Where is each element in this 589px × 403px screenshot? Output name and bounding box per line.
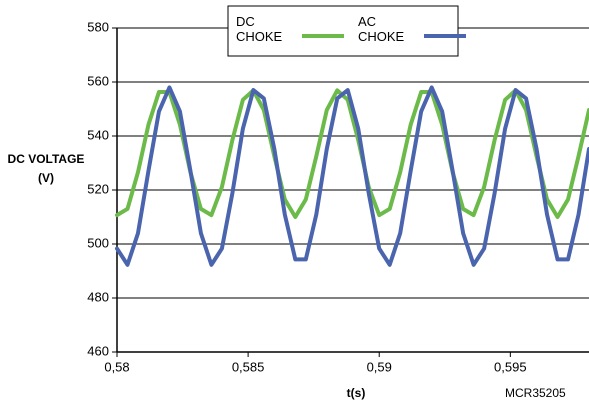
annotation: MCR35205 bbox=[505, 386, 566, 400]
x-tick-label: 0,58 bbox=[104, 359, 129, 374]
y-tick-label: 480 bbox=[87, 289, 109, 304]
y-tick-label: 460 bbox=[87, 343, 109, 358]
y-tick-label: 520 bbox=[87, 181, 109, 196]
legend-label: DC CHOKE bbox=[236, 14, 283, 44]
y-axis-label: DC VOLTAGE (V) bbox=[7, 152, 85, 185]
y-tick-label: 560 bbox=[87, 73, 109, 88]
x-tick-label: 0,59 bbox=[367, 359, 392, 374]
x-tick-label: 0,585 bbox=[232, 359, 265, 374]
y-tick-label: 500 bbox=[87, 235, 109, 250]
legend-label: AC CHOKE bbox=[358, 14, 405, 44]
x-tick-label: 0,595 bbox=[494, 359, 527, 374]
series-line bbox=[115, 85, 589, 267]
y-tick-label: 540 bbox=[87, 127, 109, 142]
legend-box bbox=[227, 5, 459, 57]
y-tick-label: 580 bbox=[87, 19, 109, 34]
x-axis-label: t(s) bbox=[346, 386, 366, 400]
